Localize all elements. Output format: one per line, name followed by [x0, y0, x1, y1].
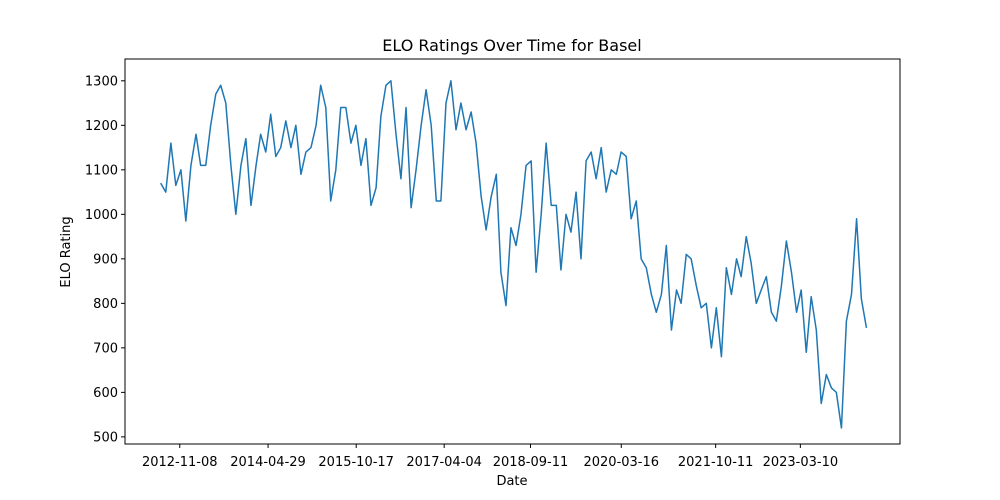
x-tick-label: 2021-10-11	[678, 455, 754, 470]
y-tick-label: 1300	[85, 74, 118, 89]
data-line	[160, 80, 868, 429]
y-tick-label: 800	[93, 297, 118, 312]
y-tick-label: 500	[93, 430, 118, 445]
x-tick-label: 2017-04-04	[406, 455, 482, 470]
x-tick-label: 2018-09-11	[493, 455, 569, 470]
plot-area: 500 600 700 800 900 1000 1100 1200 1300 2012-11-0…	[85, 74, 868, 470]
chart-title: ELO Ratings Over Time for Basel	[382, 36, 641, 55]
x-tick-label: 2015-10-17	[318, 455, 394, 470]
y-tick-label: 900	[93, 252, 118, 267]
y-tick-label: 1100	[85, 163, 118, 178]
y-tick-label: 600	[93, 386, 118, 401]
y-axis-label: ELO Rating	[59, 216, 74, 287]
x-tick-label: 2014-04-29	[230, 455, 306, 470]
y-tick-label: 1000	[85, 208, 118, 223]
y-tick-label: 700	[93, 341, 118, 356]
axes-frame	[124, 58, 901, 445]
x-tick-label: 2020-03-16	[583, 455, 659, 470]
x-tick-label: 2023-03-10	[763, 455, 839, 470]
x-axis-label: Date	[496, 474, 527, 489]
x-tick-label: 2012-11-08	[142, 455, 218, 470]
y-tick-label: 1200	[85, 119, 118, 134]
